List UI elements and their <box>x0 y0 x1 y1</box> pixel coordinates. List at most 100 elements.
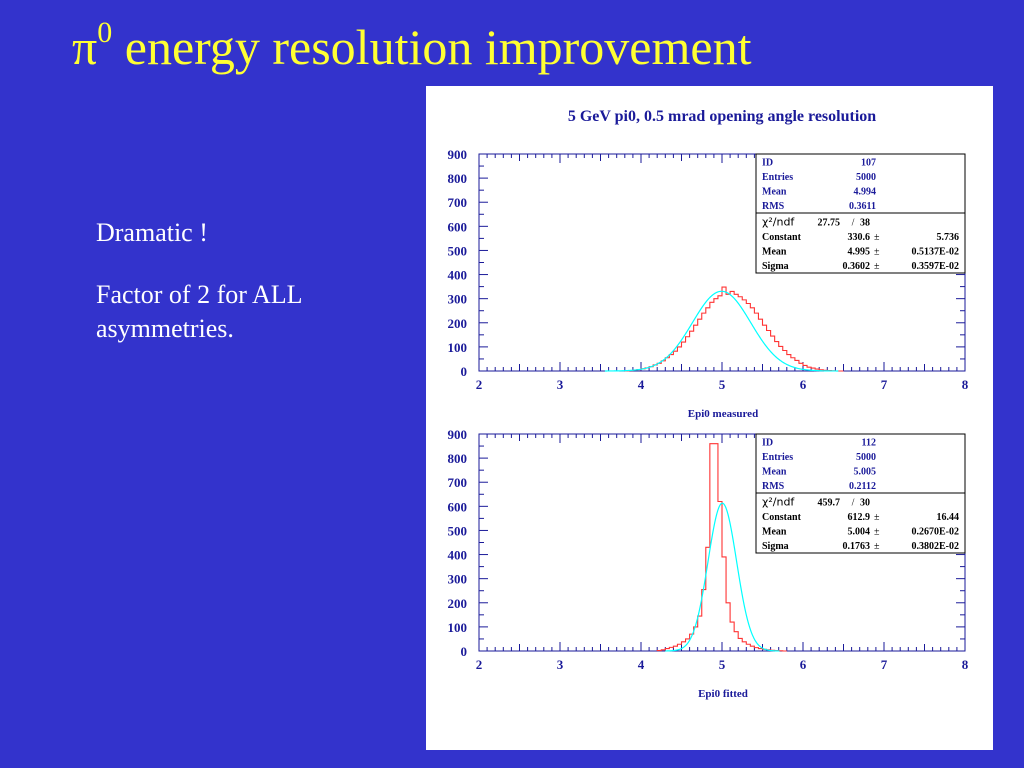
plot2-ytick-label: 300 <box>448 572 468 587</box>
plot2-xtick-label: 3 <box>557 657 564 672</box>
plot1-chi2-slash: / <box>852 218 855 229</box>
plot1-histogram-bin <box>682 342 686 371</box>
plot2-xtick-label: 8 <box>962 657 969 672</box>
plot2-fit-param-error: 0.3802E-02 <box>912 541 960 552</box>
plot2-ndf-value: 30 <box>860 498 870 509</box>
plot2-fit-param-label: Sigma <box>762 541 789 552</box>
plot1-histogram-bin <box>758 319 762 371</box>
plot1-gauss-fit-line <box>604 290 839 372</box>
plot1-stats-value: 4.994 <box>854 187 877 198</box>
plot1-fit-param-value: 4.995 <box>848 247 871 258</box>
plot1-histogram-bin <box>726 294 730 371</box>
plot1-chi2-value: 27.75 <box>818 218 841 229</box>
plot1-xtick-label: 8 <box>962 377 969 392</box>
plot2-fit-param-value: 0.1763 <box>843 541 871 552</box>
plot1-stats-label: Entries <box>762 172 793 183</box>
plot1-fit-param-error: 0.5137E-02 <box>912 247 960 258</box>
plot2-fit-param-error: 16.44 <box>937 512 960 523</box>
plot1-histogram-bin <box>730 291 734 371</box>
plot2-stats-value: 5000 <box>856 452 876 463</box>
plot2-chi2-slash: / <box>852 498 855 509</box>
plot1-histogram-bin <box>763 325 767 371</box>
plot1-histogram-bin <box>754 313 758 371</box>
plot2-fit-param-error: 0.2670E-02 <box>912 527 960 538</box>
plot2-histogram-bin <box>722 557 726 651</box>
plot1-histogram-bin <box>787 355 791 371</box>
plot1-ytick-label: 300 <box>448 292 468 307</box>
plot2-stats-label: Mean <box>762 467 787 478</box>
plot2-xlabel: Epi0 fitted <box>698 688 748 700</box>
plot1-histogram-bin <box>657 363 661 371</box>
plot1-histogram-bin <box>690 331 694 371</box>
plot2-histogram-bin <box>714 444 718 651</box>
plot1-fit-param-pm: ± <box>874 232 880 243</box>
plot1-fit-param-label: Sigma <box>762 261 789 272</box>
plot1-histogram-bin <box>702 313 706 371</box>
plot2-ytick-label: 400 <box>448 548 468 563</box>
title-symbol: π <box>72 19 98 75</box>
plot1-histogram-bin <box>722 287 726 371</box>
plot2-xtick-label: 5 <box>719 657 726 672</box>
plot1-histogram-bin <box>677 347 681 371</box>
title-text: energy resolution improvement <box>124 19 752 75</box>
plot1-histogram-bin <box>706 308 710 371</box>
plot2-fit-param-pm: ± <box>874 541 880 552</box>
plot2-stats-label: Entries <box>762 452 793 463</box>
title-superscript: 0 <box>97 16 113 49</box>
plot1-ytick-label: 900 <box>448 147 468 162</box>
plot2-ytick-label: 800 <box>448 451 468 466</box>
plot1-stats-value: 107 <box>861 158 876 169</box>
plot1-xtick-label: 5 <box>719 377 726 392</box>
plot1-stats-value: 5000 <box>856 172 876 183</box>
plot2-stats-value: 5.005 <box>854 467 877 478</box>
plot2-histogram-bin <box>750 646 754 651</box>
plot2-xtick-label: 7 <box>881 657 888 672</box>
plot1-histogram-bin <box>734 294 738 371</box>
plot1-ytick-label: 400 <box>448 268 468 283</box>
plot1-stats-label: RMS <box>762 201 785 212</box>
plot1-fit-param-value: 330.6 <box>848 232 871 243</box>
plot1-fit-param-pm: ± <box>874 261 880 272</box>
plot2-chi2-value: 459.7 <box>818 498 841 509</box>
plot1-xtick-label: 3 <box>557 377 564 392</box>
plot1-fit-param-label: Mean <box>762 247 787 258</box>
plot2-fit-param-value: 612.9 <box>848 512 871 523</box>
plot1-histogram-bin <box>698 319 702 371</box>
plot1-histogram-bin <box>791 358 795 371</box>
plot2-ytick-label: 600 <box>448 499 468 514</box>
plot2-fit-param-pm: ± <box>874 512 880 523</box>
plot1-xtick-label: 6 <box>800 377 807 392</box>
plot1-fit-param-error: 0.3597E-02 <box>912 261 960 272</box>
plot2-histogram-bin <box>738 638 742 651</box>
plot1-histogram-bin <box>661 361 665 371</box>
plot2-histogram-bin <box>726 603 730 651</box>
plot1-ytick-label: 200 <box>448 316 468 331</box>
plot1-xtick-label: 7 <box>881 377 888 392</box>
plot1-fit-param-error: 5.736 <box>937 232 960 243</box>
plot2-fit-param-pm: ± <box>874 527 880 538</box>
plot1-histogram-bin <box>795 360 799 371</box>
plot2-histogram-bin <box>746 644 750 651</box>
plot1-stats-value: 0.3611 <box>849 201 876 212</box>
plot1-ytick-label: 800 <box>448 171 468 186</box>
plot2-histogram-bin <box>718 502 722 651</box>
plot2-ytick-label: 0 <box>461 644 468 659</box>
figure-title: 5 GeV pi0, 0.5 mrad opening angle resolu… <box>568 108 876 125</box>
plot1-ytick-label: 500 <box>448 243 468 258</box>
plot2-fit-param-label: Constant <box>762 512 802 523</box>
plot2-stats-label: RMS <box>762 481 785 492</box>
plot2-xtick-label: 6 <box>800 657 807 672</box>
plot2-histogram-bin <box>698 616 702 651</box>
plot1-histogram-bin <box>779 346 783 371</box>
plot1-histogram-bin <box>673 351 677 371</box>
plot1-xlabel: Epi0 measured <box>688 408 758 420</box>
plot1-histogram-bin <box>669 355 673 371</box>
plot2-chi2-label: χ²/ndf <box>762 496 795 509</box>
plot1-ytick-label: 600 <box>448 219 468 234</box>
plot1-ytick-label: 100 <box>448 340 468 355</box>
plot1-histogram-bin <box>710 302 714 371</box>
plot2-gauss-fit-line <box>665 502 780 652</box>
plot1-ytick-label: 700 <box>448 195 468 210</box>
plot2-fit-param-value: 5.004 <box>848 527 871 538</box>
plot2-histogram-bin <box>734 632 738 651</box>
